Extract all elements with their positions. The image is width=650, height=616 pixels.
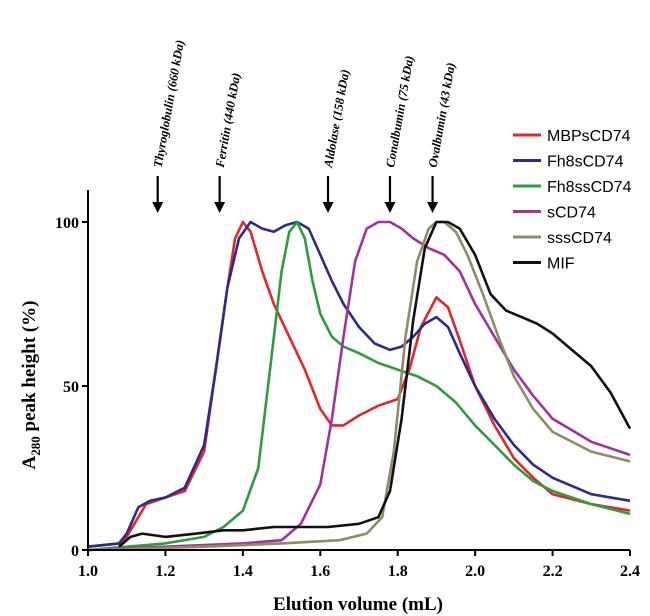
series-line-1	[87, 220, 631, 548]
axes: 1.0 1.2 1.4 1.6 1.8 2.0 2.2 2.4 0 50 100	[55, 190, 640, 580]
marker-arrowhead-2	[322, 202, 334, 213]
legend-label-3: sCD74	[547, 205, 596, 222]
x-tick-label-5: 2.0	[465, 563, 485, 580]
legend-label-5: MIF	[547, 256, 575, 273]
x-tick-label-1: 1.2	[155, 563, 175, 580]
marker-label-0: Thyroglobulin (660 kDa)	[151, 39, 187, 169]
marker-arrowhead-3	[384, 202, 396, 213]
marker-arrowhead-4	[427, 202, 439, 213]
series-line-2	[87, 220, 631, 552]
marker-label-4: Ovalbumin (43 kDa)	[426, 61, 458, 168]
series-line-5	[118, 220, 632, 548]
x-axis-title: Elution volume (mL)	[273, 594, 443, 615]
y-tick-label-2: 100	[55, 215, 79, 232]
x-tick-label-7: 2.4	[620, 563, 640, 580]
x-tick-label-4: 1.8	[388, 563, 408, 580]
legend-label-1: Fh8sCD74	[547, 154, 624, 171]
marker-arrowhead-0	[152, 202, 164, 213]
y-tick-label-1: 50	[63, 379, 79, 396]
x-tick-label-2: 1.4	[233, 563, 253, 580]
marker-arrowhead-1	[214, 202, 226, 213]
y-axis-title-sub: 280	[28, 436, 43, 456]
y-axis-title-rest: peak height (%)	[19, 301, 40, 437]
y-tick-label-0: 0	[71, 543, 79, 560]
marker-label-3: Conalbumin (75 kDa)	[383, 55, 416, 169]
marker-label-1: Ferritin (440 kDa)	[213, 72, 244, 170]
legend-label-4: sssCD74	[547, 230, 612, 247]
plot-lines	[87, 220, 632, 552]
y-axis-title: A280 peak height (%)	[19, 301, 43, 470]
legend-label-0: MBPsCD74	[547, 128, 631, 145]
marker-arrows: Thyroglobulin (660 kDa) Ferritin (440 kDa…	[151, 39, 458, 213]
legend-label-2: Fh8ssCD74	[547, 179, 632, 196]
marker-label-2: Aldolase (158 kDa)	[321, 68, 352, 169]
legend: MBPsCD74 Fh8sCD74 Fh8ssCD74 sCD74 sssCD74 MIF	[513, 128, 632, 273]
x-tick-label-6: 2.2	[543, 563, 563, 580]
y-axis-title-main: A	[19, 455, 40, 469]
x-tick-label-3: 1.6	[310, 563, 330, 580]
x-tick-label-0: 1.0	[78, 563, 98, 580]
